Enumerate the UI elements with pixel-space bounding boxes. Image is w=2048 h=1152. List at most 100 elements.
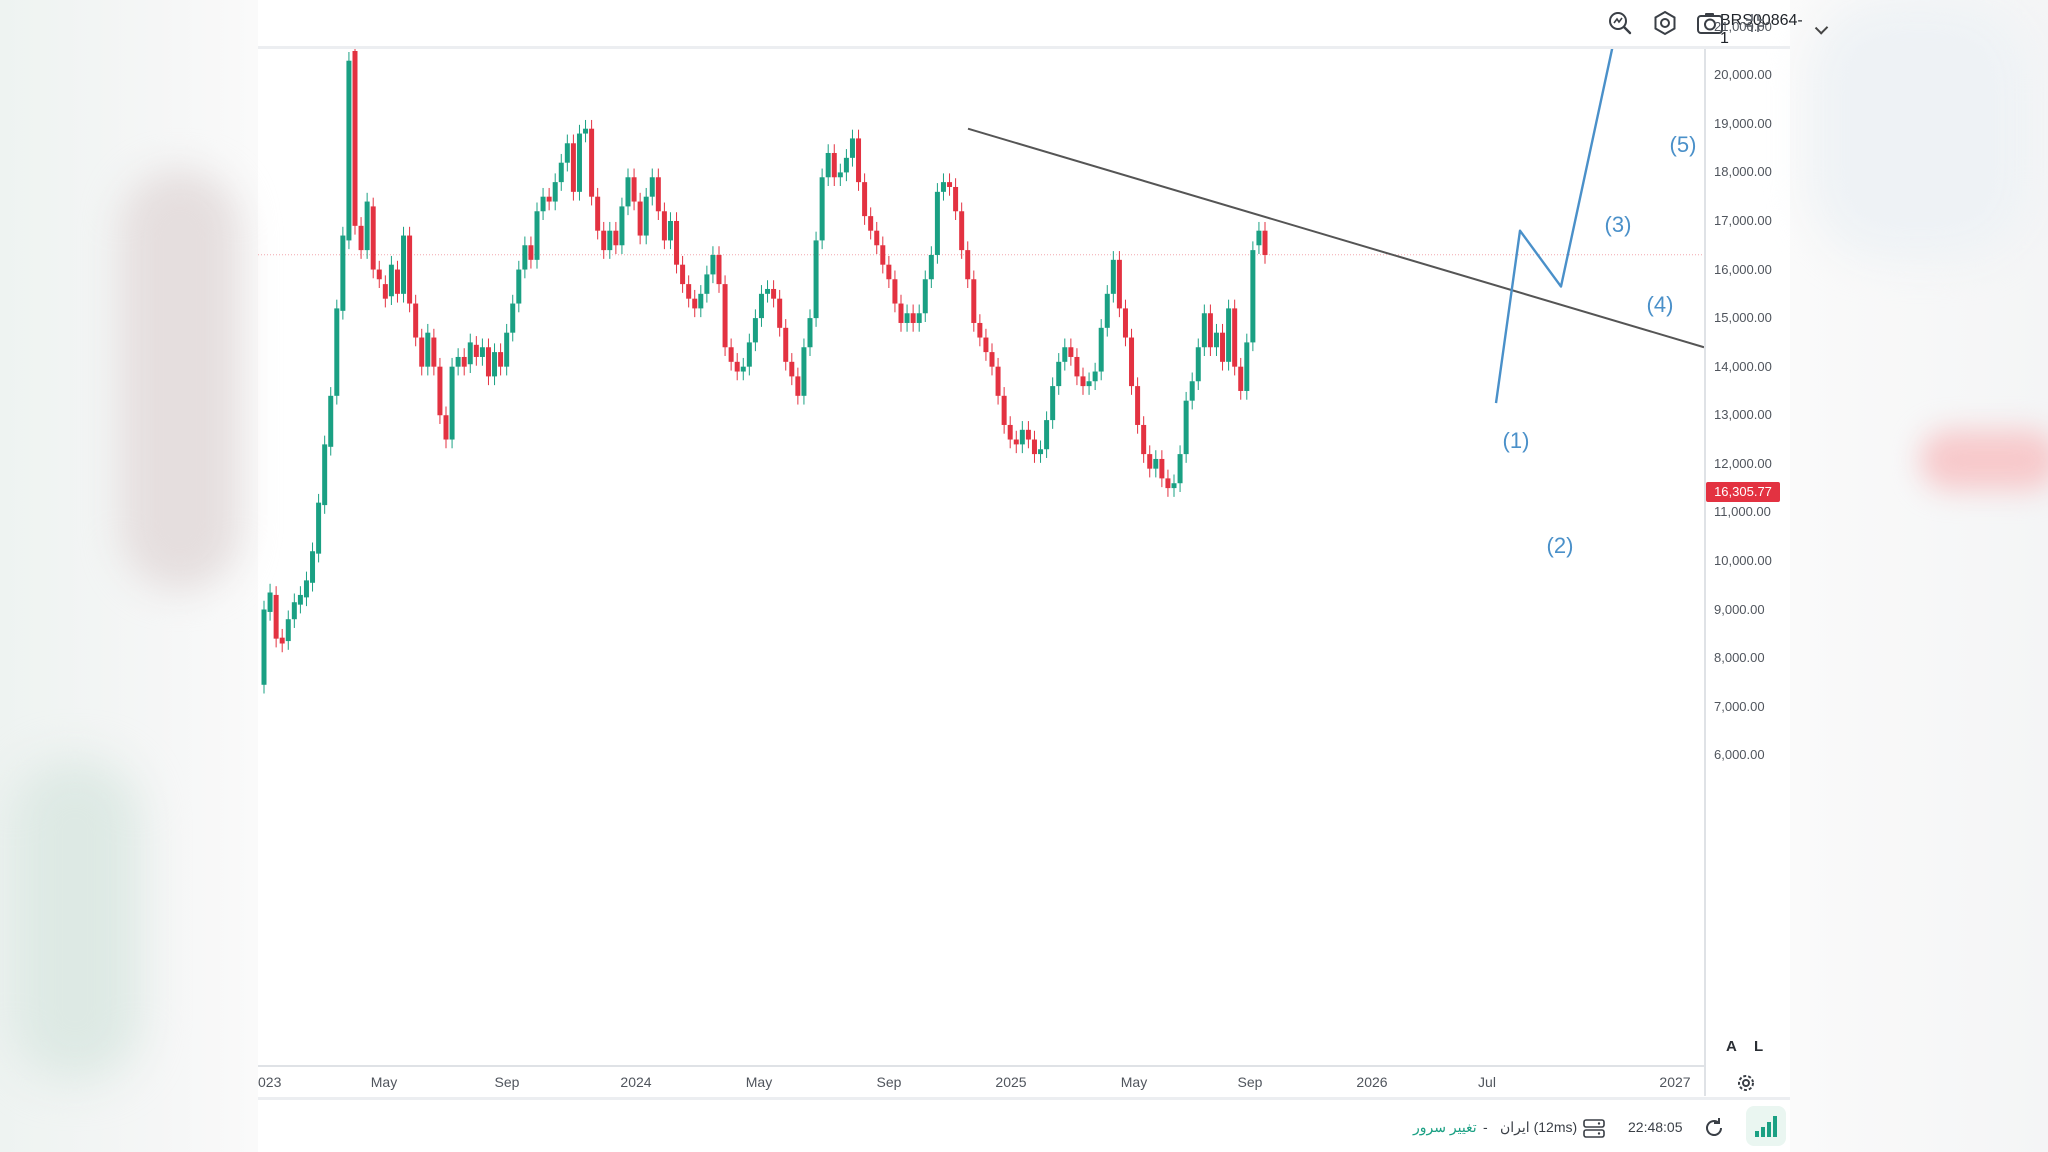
time-tick-label: May — [1120, 1074, 1148, 1090]
candle-body — [1171, 483, 1177, 489]
price-tick-label: 12,000.00 — [1714, 455, 1772, 471]
candle-body — [752, 318, 758, 343]
candle-body — [1092, 371, 1098, 382]
price-axis-border — [1704, 49, 1706, 1096]
candle-body — [837, 172, 843, 178]
candle-body — [407, 235, 413, 304]
candle-body — [856, 138, 862, 183]
left-blur-background — [0, 0, 258, 1152]
candle-body — [358, 225, 364, 251]
time-tick-label: Sep — [494, 1074, 520, 1090]
candle-body — [1098, 327, 1104, 372]
elliott-wave-path — [1494, 49, 1614, 404]
candle-body — [922, 279, 928, 314]
candle-body — [874, 230, 880, 246]
candle-body — [1165, 478, 1171, 489]
candle-body — [825, 152, 831, 178]
time-tick-label: Sep — [1237, 1074, 1263, 1090]
price-tick-label: 20,000.00 — [1714, 67, 1772, 83]
candle-body — [692, 298, 698, 309]
status-separator: - — [1483, 1119, 1488, 1135]
candle-body — [977, 322, 983, 338]
candle-body — [364, 201, 370, 251]
candle-body — [1044, 420, 1050, 450]
price-tick-label: 6,000.00 — [1714, 747, 1765, 763]
candle-body — [382, 284, 388, 299]
search-chart-icon[interactable] — [1605, 8, 1635, 38]
candle-body — [953, 186, 959, 212]
candle-body — [843, 157, 849, 173]
candlestick-chart[interactable]: (1) (2) (3) (4) (5) — [258, 49, 1705, 1064]
candle-body — [528, 245, 534, 260]
candle-body — [940, 182, 946, 192]
candle-body — [625, 177, 631, 207]
price-tick-label: 13,000.00 — [1714, 407, 1772, 423]
candle-body — [807, 318, 813, 348]
candle-body — [1062, 347, 1068, 362]
price-tick-label: 15,000.00 — [1714, 310, 1772, 326]
candle-body — [601, 230, 607, 251]
candle-body — [498, 352, 504, 367]
candle-body — [1074, 356, 1080, 377]
price-tick-label: 18,000.00 — [1714, 164, 1772, 180]
candle-body — [898, 303, 904, 323]
candle-body — [740, 366, 746, 372]
camera-icon[interactable] — [1695, 8, 1725, 38]
gear-icon[interactable] — [1735, 1072, 1757, 1094]
price-tick-label: 10,000.00 — [1714, 552, 1772, 568]
candle-body — [1159, 458, 1165, 479]
candle-body — [273, 594, 279, 639]
candle-body — [892, 279, 898, 304]
candle-body — [947, 182, 953, 187]
candle-body — [504, 332, 510, 367]
server-icon — [1583, 1119, 1605, 1138]
candle-body — [983, 337, 989, 353]
candle-body — [516, 269, 522, 304]
candle-body — [704, 274, 710, 294]
price-tick-label: 21,000.00 — [1714, 18, 1772, 34]
candle-body — [1068, 347, 1074, 357]
log-scale-button[interactable]: L — [1754, 1038, 1764, 1055]
candle-body — [819, 177, 825, 241]
candle-body — [607, 230, 613, 251]
candle-body — [1104, 293, 1110, 328]
auto-scale-button[interactable]: A — [1726, 1038, 1737, 1055]
refresh-icon[interactable] — [1702, 1116, 1726, 1140]
candle-body — [534, 211, 540, 260]
candle-body — [425, 332, 431, 367]
candle-body — [1147, 454, 1153, 469]
right-blur-background — [1790, 0, 2048, 1152]
status-divider — [258, 1097, 1790, 1100]
candle-body — [455, 356, 461, 367]
candle-body — [352, 50, 358, 226]
connection-status[interactable] — [1746, 1106, 1786, 1146]
collapse-icon[interactable] — [1740, 8, 1770, 38]
candle-body — [783, 327, 789, 362]
candle-body — [334, 308, 340, 396]
candle-body — [795, 376, 801, 396]
candle-body — [959, 211, 965, 251]
candle-body — [1213, 332, 1219, 348]
candle-body — [576, 133, 582, 192]
candle-body — [868, 216, 874, 231]
candle-body — [831, 152, 837, 178]
candle-body — [297, 594, 303, 605]
signal-icon — [1755, 1116, 1777, 1137]
candle-body — [1129, 337, 1135, 387]
candle-body — [758, 293, 764, 319]
candle-body — [1141, 424, 1147, 455]
server-label: ایران (12ms) — [1500, 1119, 1578, 1135]
candle-body — [589, 128, 595, 197]
blur-shape — [1810, 0, 2030, 260]
candle-body — [722, 284, 728, 348]
settings-hex-icon[interactable] — [1650, 8, 1680, 38]
price-tick-label: 7,000.00 — [1714, 698, 1765, 714]
wave-label: (3) — [1605, 212, 1632, 237]
candle-body — [1220, 332, 1226, 362]
candle-body — [1183, 400, 1189, 455]
price-tick-label: 8,000.00 — [1714, 650, 1765, 666]
candle-body — [1153, 458, 1159, 469]
candle-body — [394, 269, 400, 294]
change-server-link[interactable]: تغییر سرور — [1413, 1119, 1477, 1135]
candle-body — [1201, 313, 1207, 348]
